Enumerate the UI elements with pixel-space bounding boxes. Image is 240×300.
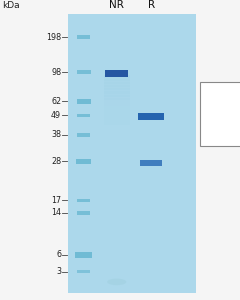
Bar: [76, 159, 91, 164]
Bar: [103, 100, 130, 103]
Text: 2.5 μg loading
NR = Non-reduced
R = Reduced: 2.5 μg loading NR = Non-reduced R = Redu…: [204, 88, 240, 111]
Bar: [77, 199, 90, 202]
Bar: [103, 94, 130, 97]
Bar: [77, 99, 91, 104]
Bar: [68, 14, 196, 292]
Text: 6: 6: [56, 250, 61, 259]
Text: 28: 28: [51, 157, 61, 166]
Bar: [103, 82, 130, 84]
Text: 14: 14: [51, 208, 61, 217]
Bar: [77, 133, 90, 137]
Bar: [105, 70, 128, 77]
Bar: [103, 92, 130, 94]
FancyBboxPatch shape: [200, 82, 240, 146]
Text: 49: 49: [51, 111, 61, 120]
Bar: [103, 85, 130, 87]
Text: 38: 38: [51, 130, 61, 140]
Text: kDa: kDa: [2, 1, 20, 10]
Bar: [103, 117, 130, 119]
Bar: [103, 98, 130, 100]
Bar: [103, 88, 130, 90]
Bar: [103, 114, 130, 117]
Bar: [77, 70, 91, 74]
Bar: [103, 94, 130, 97]
Bar: [77, 270, 90, 273]
Text: R: R: [148, 1, 155, 10]
Bar: [103, 97, 130, 100]
Bar: [103, 92, 130, 94]
Bar: [138, 113, 164, 120]
Text: 198: 198: [46, 33, 61, 42]
Bar: [103, 89, 130, 92]
Bar: [77, 211, 90, 215]
Bar: [77, 35, 90, 39]
Bar: [103, 103, 130, 106]
Bar: [103, 75, 130, 78]
Bar: [103, 83, 130, 86]
Bar: [77, 113, 90, 117]
Text: 3: 3: [56, 267, 61, 276]
Text: 17: 17: [51, 196, 61, 205]
Text: 62: 62: [51, 97, 61, 106]
Bar: [103, 122, 130, 125]
Bar: [103, 108, 130, 111]
Text: 98: 98: [51, 68, 61, 76]
Bar: [103, 79, 130, 81]
Bar: [103, 86, 130, 89]
Bar: [140, 160, 162, 166]
Ellipse shape: [107, 279, 126, 285]
Text: NR: NR: [109, 1, 124, 10]
Bar: [103, 106, 130, 108]
Bar: [103, 119, 130, 122]
Bar: [103, 111, 130, 114]
Bar: [103, 80, 130, 83]
Bar: [75, 252, 92, 258]
Bar: [103, 78, 130, 80]
Bar: [103, 75, 130, 78]
